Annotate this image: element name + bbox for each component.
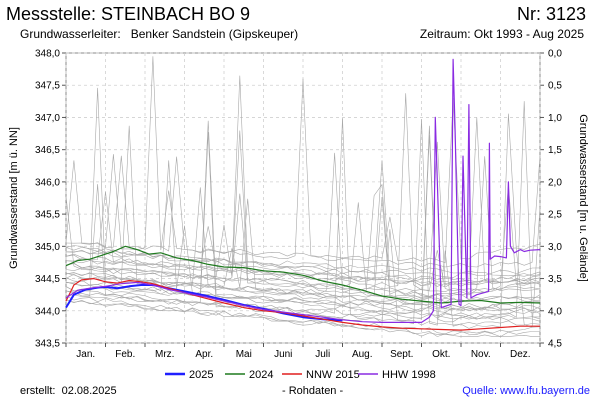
y-tick-label: 345,0 (35, 242, 60, 253)
historical-year-line (65, 299, 540, 337)
y-right-tick-label: 4,0 (548, 306, 562, 317)
y-axis-label: Grundwasserstand [m ü. NN] (8, 127, 20, 269)
historical-year-line (65, 286, 541, 314)
x-tick-label: Sept. (390, 349, 413, 360)
y-tick-label: 346,5 (35, 145, 60, 156)
historical-year-line (65, 294, 541, 320)
legend-label: 2024 (249, 369, 273, 381)
y-right-tick-label: 2,0 (548, 177, 562, 188)
aquifer-label: Grundwasserleiter: (20, 27, 121, 41)
time-period: Zeitraum: Okt 1993 - Aug 2025 (419, 27, 584, 41)
y-tick-label: 347,5 (35, 81, 60, 92)
created-date: 02.08.2025 (61, 385, 117, 397)
historical-year-line (65, 117, 541, 323)
created-label: erstellt: (20, 385, 56, 397)
series-line-hhw-1998 (65, 58, 541, 323)
y-tick-label: 344,5 (35, 274, 60, 285)
y-tick-label: 345,5 (35, 210, 60, 221)
source-link[interactable]: www.lfu.bayern.de (500, 385, 590, 397)
y-right-tick-label: 3,5 (548, 274, 562, 285)
y-right-tick-label: 0,0 (548, 49, 562, 60)
historical-year-line (65, 299, 540, 337)
x-tick-label: Aug. (352, 349, 373, 360)
y-tick-label: 346,0 (35, 177, 60, 188)
x-tick-label: Apr. (195, 349, 213, 360)
raw-data-label: - Rohdaten - (282, 385, 344, 397)
y-tick-label: 344,0 (35, 306, 60, 317)
station-title: Messstelle: STEINBACH BO 9 (6, 4, 251, 24)
aquifer-value: Benker Sandstein (Gipskeuper) (130, 27, 299, 41)
station-number: Nr: 3123 (516, 4, 586, 24)
x-tick-label: Juni (274, 349, 292, 360)
x-tick-label: Mai (236, 349, 252, 360)
source-label: Quelle: (462, 385, 498, 397)
y-right-tick-label: 0,5 (548, 81, 562, 92)
aquifer-info: Grundwasserleiter: Benker Sandstein (Gip… (20, 27, 298, 41)
y-right-tick-label: 2,5 (548, 210, 562, 221)
x-tick-label: Nov. (471, 349, 491, 360)
y-right-axis-label: Grundwasserstand [m u. Gelände] (577, 114, 589, 282)
legend-label: 2025 (189, 369, 213, 381)
x-tick-label: Mrz. (155, 349, 174, 360)
y-right-tick-label: 1,5 (548, 145, 562, 156)
x-tick-label: Feb. (115, 349, 135, 360)
y-tick-label: 343,5 (35, 339, 60, 350)
legend-label: NNW 2015 (306, 369, 360, 381)
created-info: erstellt: 02.08.2025 (20, 385, 117, 397)
x-tick-label: Dez. (510, 349, 531, 360)
historical-year-line (65, 272, 541, 314)
x-tick-label: Jan. (76, 349, 95, 360)
y-tick-label: 347,0 (35, 113, 60, 124)
series-line-2024 (65, 245, 541, 304)
y-right-tick-label: 3,0 (548, 242, 562, 253)
series-line-nnw-2015 (65, 278, 540, 331)
y-right-tick-label: 1,0 (548, 113, 562, 124)
x-tick-label: Okt. (432, 349, 450, 360)
legend-label: HHW 1998 (382, 369, 436, 381)
x-tick-label: Juli (315, 349, 330, 360)
y-tick-label: 348,0 (35, 49, 60, 60)
historical-year-line (65, 281, 541, 322)
source-info[interactable]: Quelle: www.lfu.bayern.de (462, 385, 590, 397)
historical-year-line (65, 97, 541, 264)
y-right-tick-label: 4,5 (548, 339, 562, 350)
